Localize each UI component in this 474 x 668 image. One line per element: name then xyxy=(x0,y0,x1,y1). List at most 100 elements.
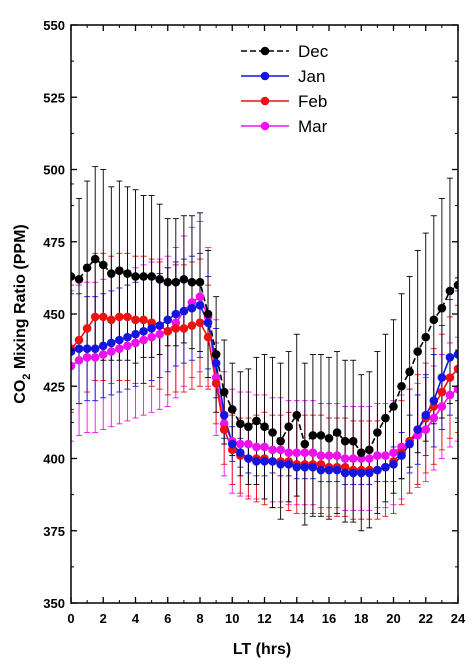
data-point-mar xyxy=(195,292,205,301)
legend-label-dec: Dec xyxy=(298,42,329,61)
data-point-jan xyxy=(171,309,181,319)
data-point-dec xyxy=(171,277,181,287)
data-point-jan xyxy=(90,344,100,353)
series-markers xyxy=(71,254,458,478)
data-point-dec xyxy=(332,428,342,437)
data-point-jan xyxy=(123,332,132,342)
data-point-jan xyxy=(413,425,422,434)
data-point-mar xyxy=(421,425,431,434)
y-axis-title-rest: Mixing Ratio (PPM) xyxy=(12,224,29,373)
data-point-mar xyxy=(300,448,310,458)
data-point-jan xyxy=(421,410,431,420)
data-point-mar xyxy=(139,335,148,345)
data-point-dec xyxy=(123,269,132,278)
axis-ticks xyxy=(70,24,459,604)
data-point-dec xyxy=(340,436,350,446)
data-point-jan xyxy=(219,410,229,420)
data-point-mar xyxy=(340,454,350,463)
x-axis-title: LT (hrs) xyxy=(233,641,291,658)
data-point-dec xyxy=(187,277,197,287)
data-point-dec xyxy=(90,254,100,264)
data-point-dec xyxy=(389,402,398,411)
data-point-jan xyxy=(244,454,253,463)
y-axis-title-main: CO xyxy=(12,380,29,404)
data-point-dec xyxy=(445,286,455,296)
data-point-feb xyxy=(163,327,173,336)
data-point-jan xyxy=(139,327,148,336)
data-point-mar xyxy=(115,344,124,353)
data-point-dec xyxy=(429,315,439,325)
data-point-jan xyxy=(131,329,140,339)
data-point-dec xyxy=(413,347,422,356)
x-tick-label: 24 xyxy=(451,611,466,626)
data-point-dec xyxy=(284,422,293,432)
data-point-jan xyxy=(107,338,116,348)
data-point-mar xyxy=(260,442,269,452)
data-point-dec xyxy=(139,272,148,281)
x-tick-label: 22 xyxy=(419,611,433,626)
data-point-dec xyxy=(453,280,458,290)
data-point-feb xyxy=(107,315,116,325)
data-point-dec xyxy=(397,381,406,391)
data-point-dec xyxy=(227,405,237,414)
legend-marker-feb xyxy=(260,96,270,106)
data-point-mar xyxy=(284,448,293,458)
legend-marker-jan xyxy=(260,71,270,81)
data-point-dec xyxy=(308,431,318,440)
x-tick-label: 12 xyxy=(257,611,271,626)
y-tick-label: 475 xyxy=(43,235,65,250)
data-point-feb xyxy=(131,315,140,325)
data-point-mar xyxy=(324,451,334,460)
data-point-dec xyxy=(252,416,261,426)
data-point-feb xyxy=(171,324,181,333)
data-point-jan xyxy=(155,321,164,330)
data-point-jan xyxy=(437,373,447,382)
data-point-dec xyxy=(276,436,285,446)
data-point-jan xyxy=(115,335,124,345)
x-tick-label: 10 xyxy=(225,611,239,626)
data-point-dec xyxy=(107,269,116,278)
x-tick-label: 0 xyxy=(67,611,74,626)
data-point-dec xyxy=(405,367,414,377)
legend-label-feb: Feb xyxy=(298,92,327,111)
data-point-mar xyxy=(276,445,285,455)
data-point-jan xyxy=(332,465,342,475)
data-point-feb xyxy=(179,324,189,333)
x-tick-label: 6 xyxy=(164,611,171,626)
data-point-mar xyxy=(107,347,116,356)
data-point-feb xyxy=(74,335,84,345)
data-point-dec xyxy=(244,422,253,432)
data-point-dec xyxy=(300,439,310,449)
data-point-mar xyxy=(252,442,261,452)
data-point-dec xyxy=(219,387,229,397)
data-point-dec xyxy=(381,413,390,423)
data-point-mar xyxy=(389,448,398,458)
data-point-dec xyxy=(316,431,326,440)
y-tick-label: 500 xyxy=(43,163,65,178)
data-point-jan xyxy=(236,448,245,458)
data-point-dec xyxy=(348,436,358,446)
data-point-jan xyxy=(356,468,366,478)
y-axis-title-subscript: 2 xyxy=(21,374,33,380)
data-point-jan xyxy=(397,451,406,460)
data-point-dec xyxy=(437,303,447,313)
legend-marker-mar xyxy=(260,121,270,131)
data-point-feb xyxy=(195,318,205,327)
data-point-jan xyxy=(211,358,221,368)
data-point-jan xyxy=(195,301,205,310)
data-point-jan xyxy=(292,462,302,472)
data-point-mar xyxy=(429,413,439,423)
data-point-jan xyxy=(284,459,293,469)
data-point-jan xyxy=(268,457,277,466)
data-point-mar xyxy=(123,341,132,351)
data-point-jan xyxy=(276,459,285,469)
data-point-feb xyxy=(219,425,229,434)
data-point-mar xyxy=(98,350,108,359)
y-tick-label: 550 xyxy=(43,18,65,33)
data-point-feb xyxy=(203,332,213,342)
data-point-feb xyxy=(211,379,221,388)
data-point-dec xyxy=(195,277,205,287)
y-tick-label: 400 xyxy=(43,452,65,467)
